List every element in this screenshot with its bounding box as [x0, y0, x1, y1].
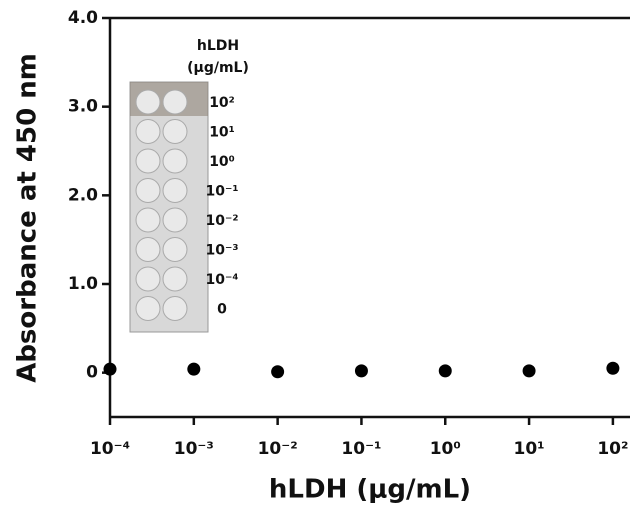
y-tick-label: 0	[86, 363, 98, 383]
well	[162, 89, 188, 115]
x-tick-label: 10⁻¹	[341, 439, 381, 459]
x-tick-label: 10⁻²	[258, 439, 298, 459]
well	[162, 296, 188, 321]
well	[162, 266, 188, 292]
well	[162, 178, 188, 203]
inset-unit: (μg/mL)	[187, 60, 249, 76]
well	[162, 237, 188, 262]
inset-label: 10⁻¹	[205, 184, 238, 200]
inset-label: 0	[217, 302, 227, 318]
data-point	[103, 362, 117, 376]
y-tick-label: 1.0	[68, 274, 98, 294]
well	[135, 148, 161, 174]
y-tick-label: 4.0	[68, 8, 98, 28]
data-point	[271, 365, 285, 379]
inset-label: 10⁰	[209, 154, 235, 170]
data-point	[606, 361, 620, 375]
x-tick-label: 10²	[597, 439, 628, 459]
well	[135, 237, 161, 262]
inset-label: 10¹	[209, 125, 235, 141]
y-tick-label: 3.0	[68, 97, 98, 117]
plate-photo	[129, 81, 209, 333]
data-point	[187, 362, 201, 376]
inset-label: 10⁻²	[205, 213, 238, 229]
inset-label: 10⁻⁴	[205, 272, 238, 288]
well	[135, 89, 161, 115]
x-tick-label: 10⁻³	[174, 439, 214, 459]
well	[162, 207, 188, 233]
x-tick-label: 10¹	[514, 439, 545, 459]
y-axis-title: Absorbance at 450 nm	[13, 53, 43, 383]
data-point	[438, 364, 452, 378]
y-tick-label: 2.0	[68, 185, 98, 205]
well	[135, 178, 161, 203]
plate-wells	[135, 89, 188, 321]
inset-label: 10²	[209, 95, 235, 111]
inset-title: hLDH	[197, 38, 239, 54]
well	[135, 207, 161, 233]
well	[135, 296, 161, 321]
well	[162, 119, 188, 144]
inset-label: 10⁻³	[205, 243, 238, 259]
data-point	[354, 364, 368, 378]
well	[162, 148, 188, 174]
x-axis-title: hLDH (μg/mL)	[269, 475, 471, 505]
well	[135, 266, 161, 292]
data-point	[522, 364, 536, 378]
x-tick-label: 10⁰	[430, 439, 461, 459]
x-tick-label: 10⁻⁴	[90, 439, 130, 459]
well	[135, 119, 161, 144]
